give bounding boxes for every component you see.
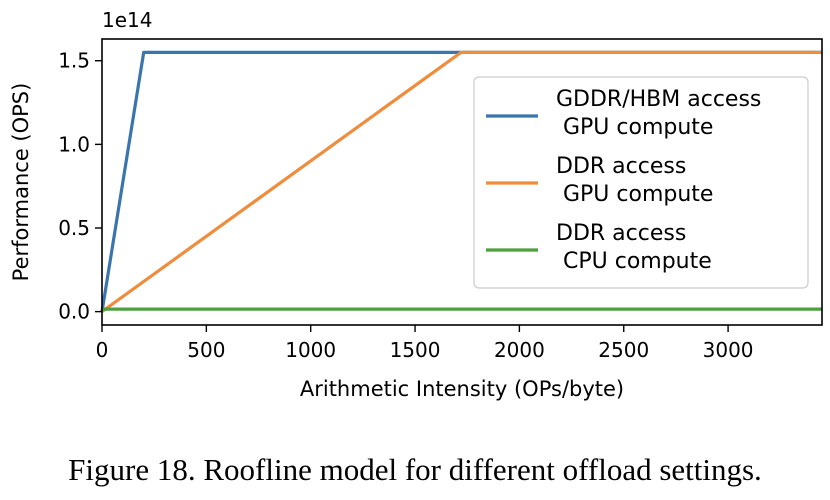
legend-label: CPU compute: [556, 249, 712, 274]
y-tick-label: 0.5: [58, 216, 90, 240]
x-tick-label: 1500: [390, 338, 441, 362]
y-tick-label: 1.5: [58, 49, 90, 73]
x-tick-label: 2500: [598, 338, 649, 362]
legend-label: DDR access: [556, 221, 686, 246]
series-layer: [100, 50, 822, 313]
y-tick-label: 0.0: [58, 300, 90, 324]
x-tick-label: 1000: [285, 338, 336, 362]
legend-label: GPU compute: [556, 115, 713, 140]
plot-frame: [101, 38, 823, 326]
ticks-layer: 0 500 1000 1500 2000 2500 3000 0.0 0.5 1.0 1.5: [58, 49, 753, 362]
series-line-2: [101, 50, 822, 313]
x-tick-label: 500: [187, 338, 225, 362]
legend: GDDR/HBM access GPU compute DDR access GP…: [473, 76, 809, 289]
x-tick-label: 2000: [494, 338, 545, 362]
roofline-chart: 0 500 1000 1500 2000 2500 3000 0.0 0.5 1.0 1.5 1e1…: [9, 8, 823, 401]
legend-label: DDR access: [556, 154, 686, 179]
legend-label: GDDR/HBM access: [556, 87, 761, 112]
figure-caption: Figure 18. Roofline model for different …: [68, 452, 762, 487]
x-axis-title: Arithmetic Intensity (OPs/byte): [300, 377, 624, 401]
x-tick-label: 3000: [703, 338, 754, 362]
y-tick-label: 1.0: [58, 132, 90, 156]
y-axis-title: Performance (OPS): [9, 83, 33, 282]
legend-box: [473, 76, 809, 289]
x-tick-label: 0: [96, 338, 109, 362]
y-scale-label: 1e14: [102, 8, 152, 32]
legend-label: GPU compute: [556, 182, 713, 207]
